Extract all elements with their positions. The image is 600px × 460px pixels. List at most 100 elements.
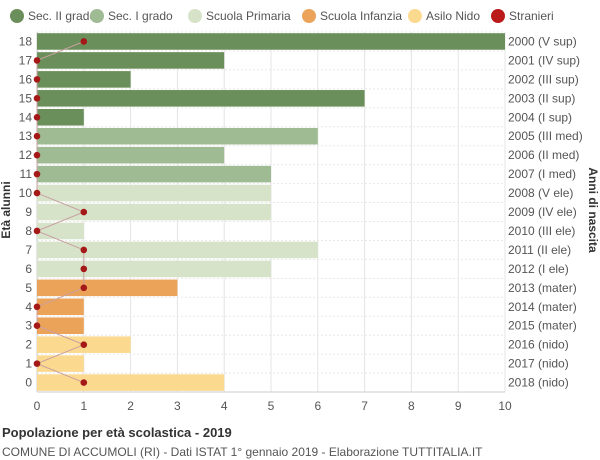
stranieri-point — [33, 57, 41, 64]
legend: Sec. II grado Sec. I grado Scuola Primaria… — [10, 9, 554, 23]
stranieri-point — [80, 265, 88, 273]
birth-year-tick-label: 2006 (II med) — [508, 148, 579, 162]
age-tick-label: 16 — [19, 72, 33, 86]
birth-year-tick-labels: 2000 (V sup) 2001 (IV sup) 2002 (III sup) 2… — [508, 34, 583, 389]
legend-swatch — [188, 9, 202, 23]
legend-swatch — [302, 9, 316, 23]
age-tick-label: 1 — [25, 357, 32, 371]
legend-swatch — [491, 9, 505, 23]
bar-age-17 — [37, 52, 225, 69]
y-axis-title-left: Età alunni — [0, 181, 13, 238]
population-chart: Sec. II grado Sec. I grado Scuola Primaria… — [0, 9, 600, 413]
legend-label: Scuola Infanzia — [320, 9, 402, 23]
age-tick-label: 7 — [25, 243, 32, 257]
bar-age-13 — [37, 127, 318, 145]
x-tick-label: 5 — [268, 399, 275, 413]
stranieri-point — [80, 38, 88, 45]
birth-year-tick-label: 2011 (II ele) — [508, 243, 571, 257]
birth-year-tick-label: 2016 (nido) — [508, 338, 569, 352]
legend-label: Sec. I grado — [108, 9, 173, 23]
birth-year-tick-label: 2003 (II sup) — [508, 91, 575, 105]
bar-age-6 — [37, 260, 271, 278]
x-tick-label: 3 — [174, 399, 181, 413]
legend-label: Sec. II grado — [28, 9, 96, 23]
x-tick-label: 9 — [455, 399, 462, 413]
legend-swatch — [90, 9, 104, 23]
stranieri-point — [33, 322, 41, 330]
age-tick-label: 12 — [19, 148, 33, 162]
legend-label: Scuola Primaria — [206, 9, 291, 23]
birth-year-tick-label: 2002 (III sup) — [508, 72, 579, 86]
stranieri-point — [33, 360, 41, 367]
birth-year-tick-label: 2009 (IV ele) — [508, 205, 577, 219]
bar-age-3 — [37, 317, 84, 334]
bar-age-8 — [37, 222, 84, 240]
x-tick-label: 6 — [314, 399, 321, 413]
x-tick-label: 10 — [498, 399, 512, 413]
birth-year-tick-label: 2005 (III med) — [508, 129, 583, 143]
age-tick-label: 14 — [19, 110, 33, 124]
birth-year-tick-label: 2010 (III ele) — [508, 224, 575, 238]
bar-age-9 — [37, 203, 271, 221]
stranieri-point — [80, 341, 88, 348]
stranieri-point — [33, 151, 41, 159]
birth-year-tick-label: 2013 (mater) — [508, 281, 577, 295]
bar-age-15 — [37, 90, 365, 107]
x-tick-label: 2 — [127, 399, 134, 413]
stranieri-point — [80, 246, 88, 254]
stranieri-series — [33, 38, 88, 386]
birth-year-tick-label: 2007 (I med) — [508, 167, 576, 181]
bar-age-4 — [37, 298, 84, 316]
age-tick-label: 8 — [25, 224, 32, 238]
stranieri-point — [33, 113, 41, 121]
age-tick-label: 5 — [25, 281, 32, 295]
stranieri-point — [80, 208, 88, 216]
birth-year-tick-label: 2017 (nido) — [508, 357, 569, 371]
bar-age-11 — [37, 165, 271, 183]
legend-swatch — [408, 9, 422, 23]
birth-year-tick-label: 2000 (V sup) — [508, 34, 577, 48]
stranieri-point — [33, 303, 41, 311]
stranieri-point — [33, 189, 41, 197]
legend-label: Asilo Nido — [426, 9, 480, 23]
age-tick-label: 0 — [25, 376, 32, 390]
birth-year-tick-label: 2018 (nido) — [508, 376, 569, 390]
age-tick-label: 3 — [25, 319, 32, 333]
stranieri-point — [33, 132, 41, 140]
stranieri-point — [33, 76, 41, 83]
age-tick-label: 17 — [19, 53, 33, 67]
bar-age-16 — [37, 71, 131, 88]
x-tick-label: 1 — [80, 399, 87, 413]
age-tick-label: 15 — [19, 91, 33, 105]
bar-age-10 — [37, 184, 271, 202]
birth-year-tick-label: 2004 (I sup) — [508, 110, 572, 124]
chart-footer-source: COMUNE DI ACCUMOLI (RI) - Dati ISTAT 1° … — [2, 445, 483, 459]
bar-age-18 — [37, 33, 505, 50]
x-tick-label: 4 — [221, 399, 228, 413]
stranieri-point — [33, 95, 41, 102]
bar-age-0 — [37, 374, 225, 391]
age-tick-label: 2 — [25, 338, 32, 352]
stranieri-point — [80, 379, 88, 386]
stranieri-point — [33, 170, 41, 178]
age-tick-label: 10 — [19, 186, 33, 200]
age-tick-label: 4 — [25, 300, 32, 314]
chart-footer-title: Popolazione per età scolastica - 2019 — [2, 425, 232, 440]
bar-age-12 — [37, 146, 225, 164]
stranieri-point — [33, 227, 41, 235]
legend-swatch — [10, 9, 24, 23]
age-tick-label: 11 — [20, 167, 33, 181]
x-tick-labels: 0 1 2 3 4 5 6 7 8 9 10 — [34, 399, 512, 413]
age-tick-label: 9 — [25, 205, 32, 219]
bars — [37, 33, 505, 391]
birth-year-tick-label: 2014 (mater) — [508, 300, 577, 314]
bar-age-5 — [37, 279, 178, 297]
stranieri-point — [80, 284, 88, 292]
x-tick-label: 0 — [34, 399, 41, 413]
bar-age-1 — [37, 355, 84, 372]
birth-year-tick-label: 2008 (V ele) — [508, 186, 573, 200]
bar-age-14 — [37, 109, 84, 126]
birth-year-tick-label: 2015 (mater) — [508, 319, 577, 333]
age-tick-label: 13 — [19, 129, 33, 143]
